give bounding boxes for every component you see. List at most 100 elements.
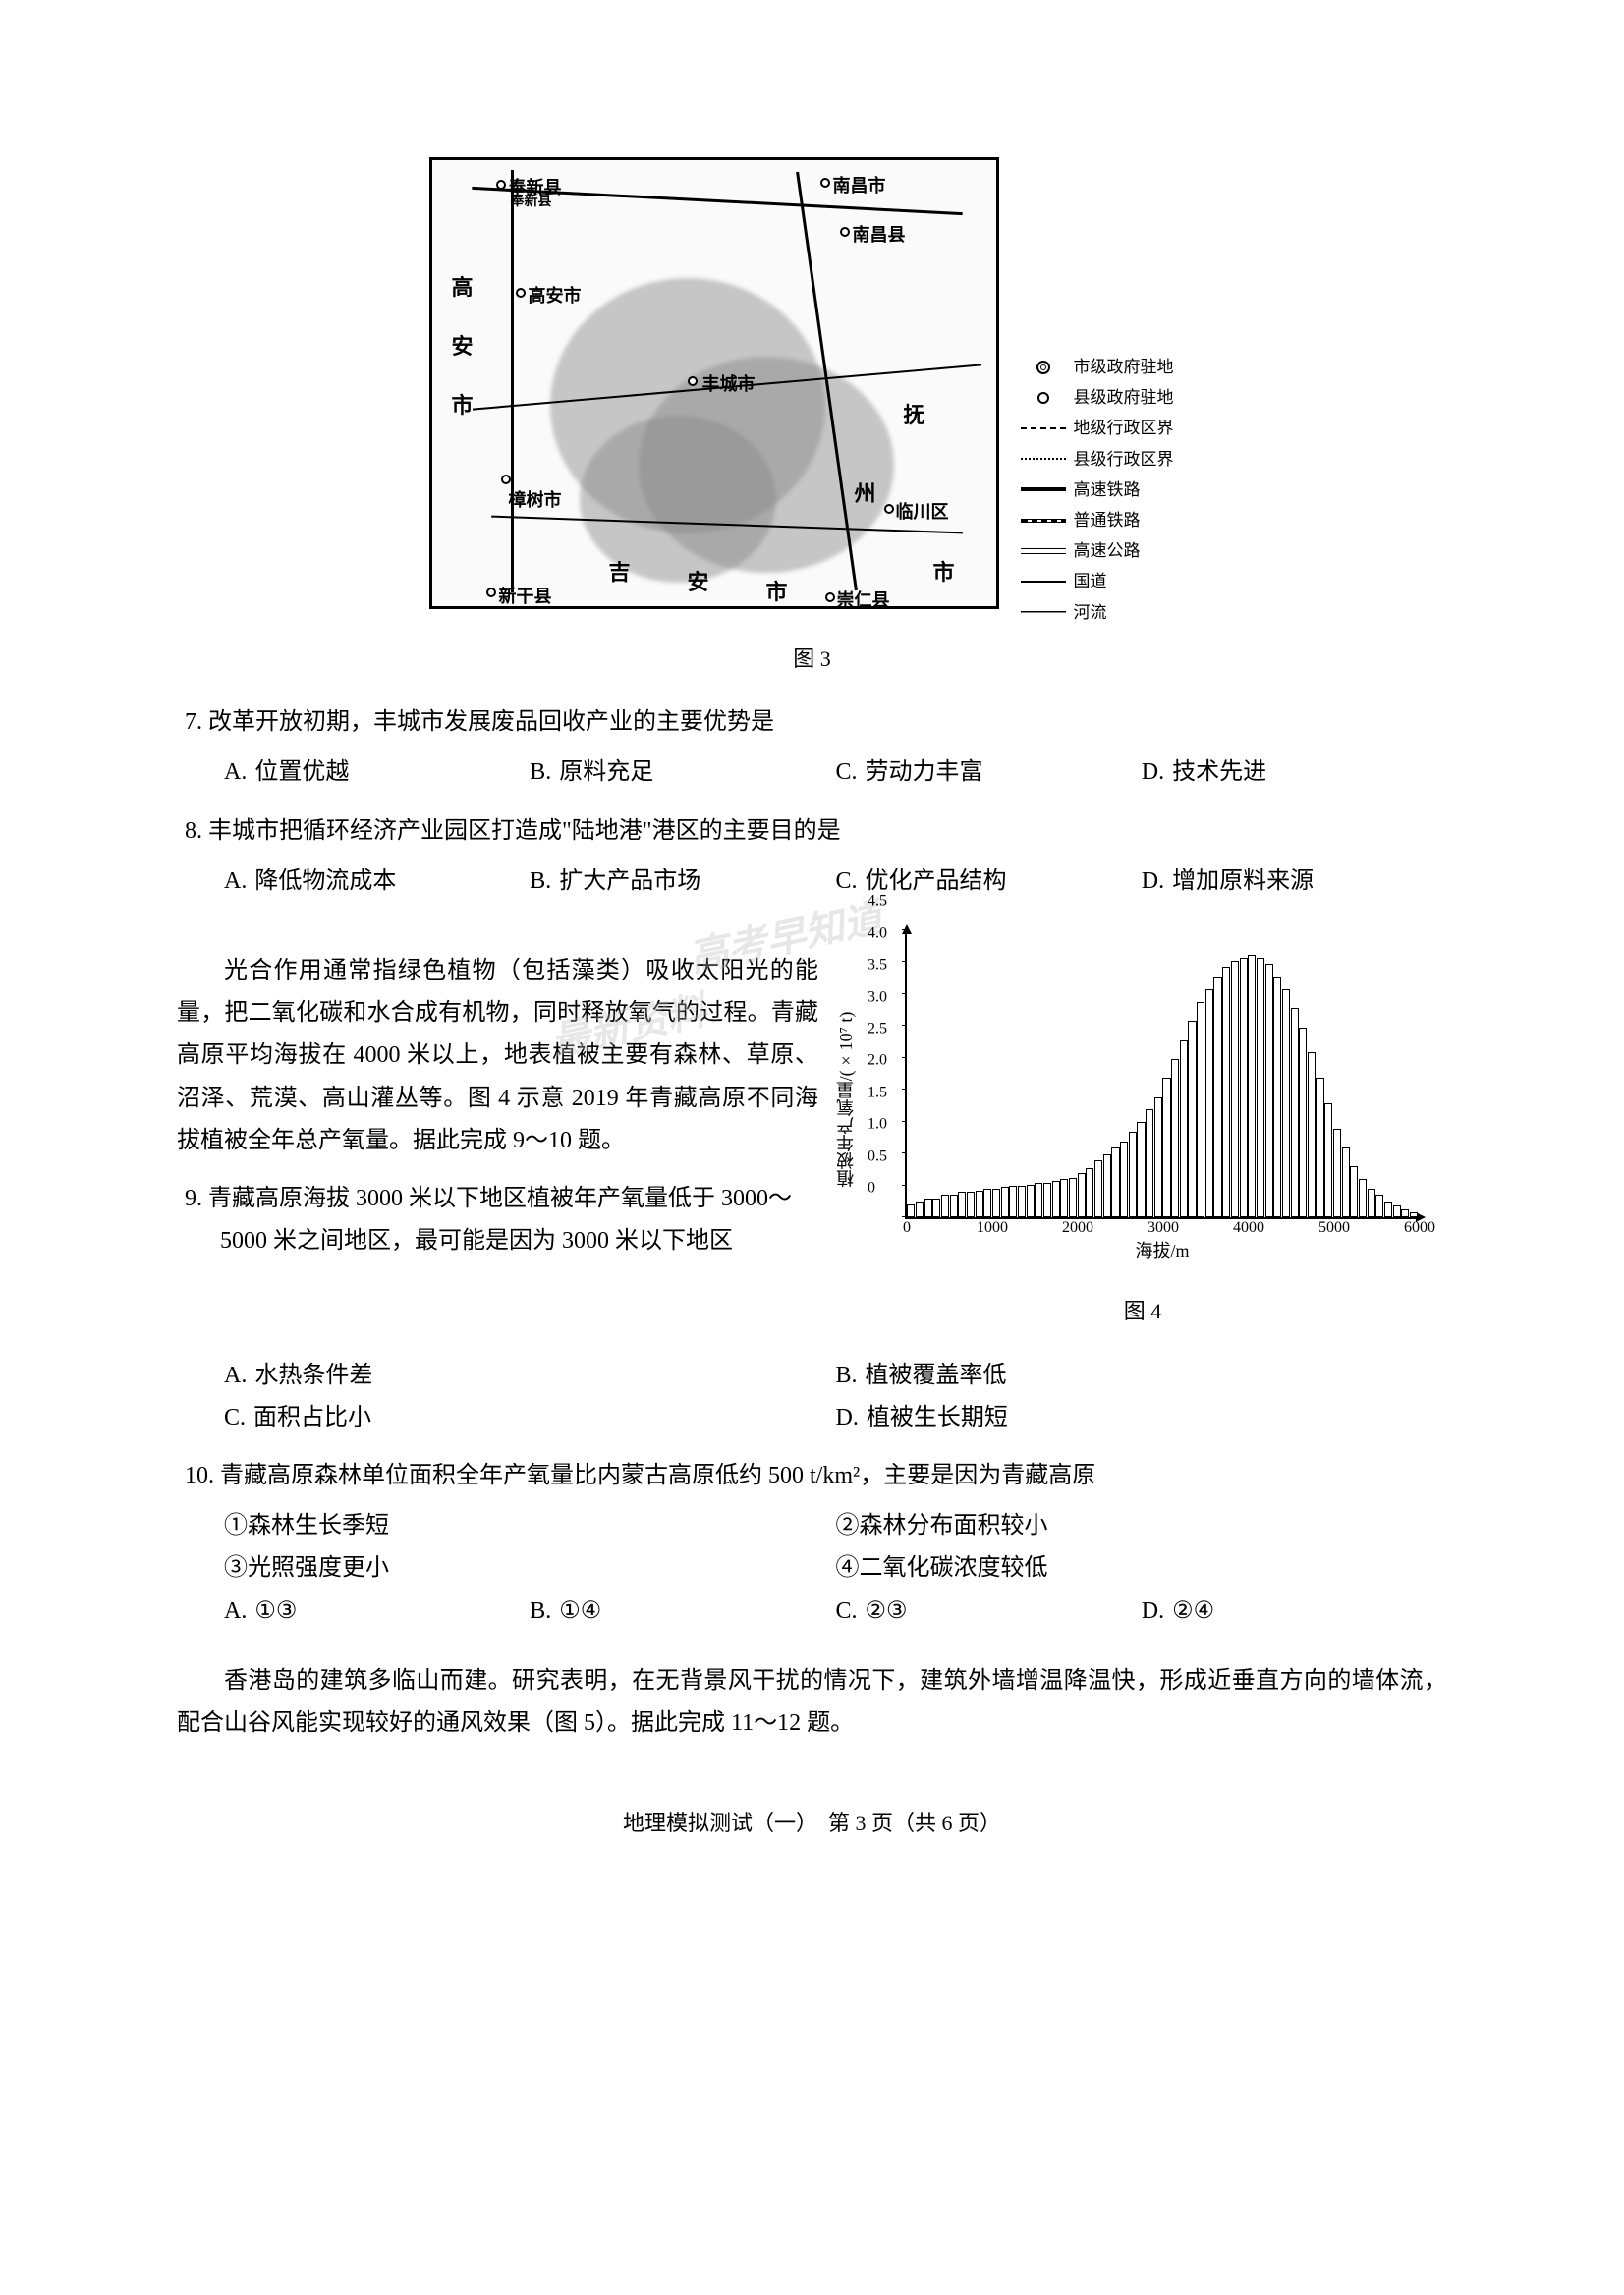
- chart-xtick: 1000: [977, 1214, 1008, 1243]
- map-label-linchuan: 临川区: [896, 496, 949, 528]
- question-10-text: 10. 青藏高原森林单位面积全年产氧量比内蒙古高原低约 500 t/km²，主要…: [185, 1463, 1095, 1488]
- chart-bar: [1094, 1160, 1102, 1217]
- question-7: 7. 改革开放初期，丰城市发展废品回收产业的主要优势是: [212, 701, 1447, 744]
- chart-bar: [1375, 1195, 1383, 1217]
- chart-xtick: 2000: [1062, 1214, 1093, 1243]
- chart-bar: [1213, 977, 1221, 1217]
- chart-bar: [1222, 967, 1230, 1217]
- map-label-anlbl: 安: [688, 563, 709, 602]
- q10-option-c: ②③: [866, 1598, 908, 1624]
- map-label-zhangshu: 樟树市: [509, 484, 562, 516]
- map-label-shi3: 市: [933, 553, 955, 592]
- chart-bar: [1086, 1168, 1093, 1217]
- q8-option-d: 增加原料来源: [1172, 868, 1314, 894]
- q8-option-a: 降低物流成本: [254, 868, 396, 894]
- figure3-caption: 图 3: [177, 640, 1447, 679]
- q9-option-c: 面积占比小: [253, 1405, 371, 1430]
- legend-label: 普通铁路: [1074, 507, 1141, 533]
- q10-option-b: ①④: [559, 1598, 601, 1624]
- passage-chart-section: 高考早知道 最新资料 光合作用通常指绿色植物（包括藻类）吸收太阳光的能量，把二氧…: [177, 923, 1447, 1355]
- map-label-fu: 抚: [904, 396, 925, 435]
- question-10-options: A.①③ B.①④ C.②③ D.②④: [224, 1591, 1447, 1633]
- question-9-options: A.水热条件差 B.植被覆盖率低 C.面积占比小 D.植被生长期短: [224, 1355, 1447, 1439]
- chart-ytick: 0: [868, 1175, 875, 1203]
- legend-item: 县级政府驻地: [1019, 384, 1196, 411]
- legend-label: 县级政府驻地: [1074, 384, 1174, 411]
- chart-xtick: 4000: [1233, 1214, 1264, 1243]
- legend-symbol-icon: [1019, 458, 1068, 460]
- passage-2: 香港岛的建筑多临山而建。研究表明，在无背景风干扰的情况下，建筑外墙增温降温快，形…: [177, 1660, 1447, 1745]
- legend-item: 普通铁路: [1019, 507, 1196, 533]
- q7-option-b: 原料充足: [559, 759, 653, 785]
- map-label-gaoanshi: 高安市: [529, 280, 582, 311]
- legend-label: 河流: [1074, 599, 1107, 626]
- chart-bar: [1248, 955, 1256, 1217]
- chart-bar: [1103, 1154, 1111, 1217]
- legend-item: 高速公路: [1019, 537, 1196, 564]
- legend-symbol-icon: [1019, 361, 1068, 374]
- legend-symbol-icon: [1019, 427, 1068, 429]
- chart-bar: [1146, 1109, 1153, 1217]
- passage-1: 光合作用通常指绿色植物（包括藻类）吸收太阳光的能量，把二氧化碳和水合成有机物，同…: [177, 950, 818, 1162]
- map-legend: 市级政府驻地县级政府驻地地级行政区界县级行政区界高速铁路普通铁路高速公路国道河流: [1019, 157, 1196, 630]
- chart-bar: [1001, 1187, 1009, 1217]
- chart-bar: [1342, 1148, 1350, 1217]
- chart-ytick: 3.0: [868, 983, 887, 1012]
- chart-bar: [1162, 1078, 1170, 1217]
- q10-sub-4: ④二氧化碳浓度较低: [836, 1547, 1448, 1590]
- chart-ytick: 3.5: [868, 952, 887, 980]
- chart-bar: [1154, 1097, 1162, 1217]
- map-label-zhou: 州: [855, 475, 876, 514]
- chart-bar: [1043, 1183, 1051, 1217]
- q7-option-c: 劳动力丰富: [866, 759, 983, 785]
- q9-option-b: 植被覆盖率低: [866, 1363, 1007, 1388]
- question-8-text: 8. 丰城市把循环经济产业园区打造成"陆地港"港区的主要目的是: [185, 818, 841, 844]
- chart-ytick: 1.5: [868, 1080, 887, 1108]
- chart-bar: [1265, 964, 1273, 1217]
- chart-bar: [976, 1191, 983, 1217]
- q10-option-a: ①③: [254, 1598, 297, 1624]
- chart-bar: [1273, 977, 1281, 1217]
- q9-option-a: 水热条件差: [254, 1363, 372, 1388]
- question-10-subs: ①森林生长季短 ②森林分布面积较小 ③光照强度更小 ④二氧化碳浓度较低: [224, 1505, 1447, 1590]
- q10-sub-2: ②森林分布面积较小: [836, 1505, 1448, 1547]
- legend-symbol-icon: [1019, 519, 1068, 523]
- chart-bar: [1035, 1183, 1042, 1217]
- legend-label: 国道: [1074, 568, 1107, 594]
- chart-bar: [924, 1199, 932, 1217]
- q10-option-d: ②④: [1172, 1598, 1214, 1624]
- map-label-xingan: 新干县: [499, 581, 552, 609]
- legend-label: 县级行政区界: [1074, 446, 1174, 473]
- chart-bar: [916, 1202, 924, 1217]
- chart-bar: [1359, 1179, 1367, 1217]
- q9-option-d: 植被生长期短: [867, 1405, 1008, 1430]
- legend-label: 市级政府驻地: [1074, 354, 1174, 380]
- question-9: 9. 青藏高原海拔 3000 米以下地区植被年产氧量低于 3000～5000 米…: [212, 1178, 818, 1262]
- map-label-chongren: 崇仁县: [837, 585, 890, 609]
- chart-bar: [941, 1195, 949, 1217]
- legend-item: 河流: [1019, 599, 1196, 626]
- chart-bar: [983, 1189, 991, 1217]
- legend-symbol-icon: [1019, 392, 1068, 404]
- question-8-options: A.降低物流成本 B.扩大产品市场 C.优化产品结构 D.增加原料来源: [224, 861, 1447, 903]
- chart-ytick: 1.0: [868, 1111, 887, 1140]
- chart-bar: [1180, 1040, 1188, 1217]
- chart-bar: [1111, 1148, 1119, 1217]
- chart-bar: [1308, 1052, 1316, 1217]
- legend-item: 高速铁路: [1019, 476, 1196, 503]
- question-8: 8. 丰城市把循环经济产业园区打造成"陆地港"港区的主要目的是: [212, 811, 1447, 853]
- chart-xtick: 5000: [1318, 1214, 1350, 1243]
- chart-ylabel: 植被年产氧量/(×10⁷ t): [830, 1012, 862, 1188]
- chart-bar: [1350, 1166, 1358, 1217]
- map-label-fengcheng: 丰城市: [702, 368, 756, 400]
- map-label-ji: 吉: [609, 553, 631, 592]
- q7-option-a: 位置优越: [254, 759, 349, 785]
- chart-xtick: 6000: [1404, 1214, 1435, 1243]
- chart-bar: [1027, 1185, 1035, 1218]
- legend-symbol-icon: [1019, 487, 1068, 491]
- chart-xtick: 0: [903, 1214, 911, 1243]
- chart-bar: [1316, 1078, 1324, 1217]
- chart-bar: [950, 1195, 958, 1217]
- chart-bar: [1333, 1129, 1341, 1217]
- chart-ytick: 2.5: [868, 1016, 887, 1044]
